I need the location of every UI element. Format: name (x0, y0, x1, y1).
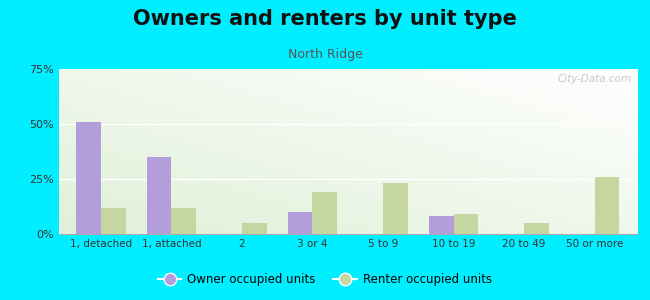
Bar (242, 223, 266, 234)
Bar (172, 208, 196, 234)
Bar (288, 212, 313, 234)
Bar (454, 214, 478, 234)
Bar (76, 122, 101, 234)
Text: City-Data.com: City-Data.com (557, 74, 631, 84)
Bar (429, 216, 454, 234)
Bar (147, 157, 172, 234)
Bar (383, 183, 408, 234)
Bar (313, 192, 337, 234)
Text: Owners and renters by unit type: Owners and renters by unit type (133, 9, 517, 29)
Bar (524, 223, 549, 234)
Bar (595, 177, 619, 234)
Text: North Ridge: North Ridge (287, 48, 363, 61)
Bar (101, 208, 125, 234)
Legend: Owner occupied units, Renter occupied units: Owner occupied units, Renter occupied un… (153, 269, 497, 291)
